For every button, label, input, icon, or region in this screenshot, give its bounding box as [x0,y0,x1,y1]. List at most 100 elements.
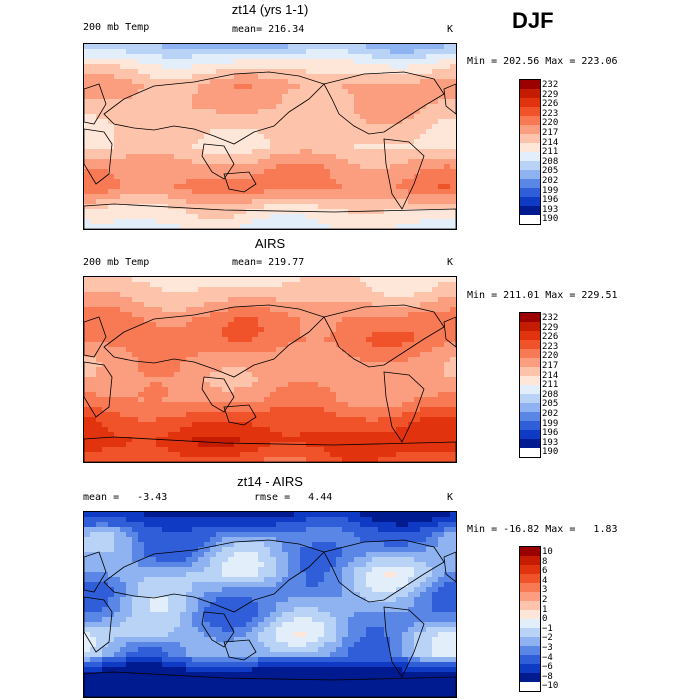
field-cell [258,437,265,443]
field-cell [414,169,421,175]
field-cell [174,287,181,293]
field-cell [300,59,307,65]
field-cell [384,512,391,518]
field-cell [432,154,439,160]
field-cell [420,342,427,348]
field-cell [330,527,337,533]
field-cell [372,427,379,433]
field-cell [156,342,163,348]
field-cell [192,422,199,428]
field-cell [390,164,397,170]
field-cell [432,292,439,298]
field-cell [336,49,343,55]
colorbar-tick-label: 193 [542,204,559,215]
field-cell [246,412,253,418]
field-cell [156,292,163,298]
field-cell [378,109,385,115]
field-cell [186,362,193,368]
field-cell [252,407,259,413]
field-cell [372,382,379,388]
field-cell [444,154,451,160]
field-cell [330,447,337,453]
field-cell [258,214,265,220]
field-cell [426,219,433,225]
field-cell [324,54,331,60]
field-cell [450,164,456,170]
field-cell [258,367,265,373]
field-cell [318,527,325,533]
field-cell [288,277,295,283]
field-cell [348,342,355,348]
field-cell [300,302,307,308]
field-cell [246,432,253,438]
field-cell [156,44,163,50]
field-cell [150,297,157,303]
field-cell [366,94,373,100]
field-cell [348,89,355,95]
field-cell [234,407,241,413]
field-cell [222,342,229,348]
field-cell [198,457,205,462]
field-cell [390,129,397,135]
field-cell [342,517,349,523]
field-cell [270,54,277,60]
field-cell [216,124,223,130]
field-cell [126,189,133,195]
field-cell [84,437,91,443]
field-cell [276,164,283,170]
field-cell [222,114,229,120]
field-cell [150,382,157,388]
field-cell [450,114,456,120]
field-cell [360,357,367,363]
field-cell [360,89,367,95]
field-cell [318,387,325,393]
panel-2-mean: mean= 219.77 [232,257,305,268]
field-cell [84,417,91,423]
field-cell [294,402,301,408]
field-cell [144,372,151,378]
field-cell [354,89,361,95]
field-cell [240,109,247,115]
field-cell [96,312,103,318]
field-cell [168,287,175,293]
field-cell [276,287,283,293]
field-cell [366,442,373,448]
field-cell [144,332,151,338]
field-cell [300,119,307,125]
field-cell [372,149,379,155]
field-cell [402,104,409,110]
field-cell [306,332,313,338]
field-cell [288,402,295,408]
field-cell [396,174,403,180]
field-cell [360,302,367,308]
field-cell [270,527,277,533]
field-cell [132,512,139,518]
field-cell [222,287,229,293]
field-cell [378,277,385,283]
field-cell [396,312,403,318]
field-cell [384,327,391,333]
field-cell [192,184,199,190]
field-cell [258,154,265,160]
field-cell [342,362,349,368]
field-cell [210,89,217,95]
field-cell [378,209,385,215]
field-cell [108,417,115,423]
field-cell [222,447,229,453]
field-cell [330,204,337,210]
field-cell [384,44,391,50]
field-cell [192,332,199,338]
colorbar-tick-label: 199 [542,185,559,196]
field-cell [264,412,271,418]
field-cell [414,104,421,110]
field-cell [252,59,259,65]
field-cell [198,427,205,433]
field-cell [228,144,235,150]
field-cell [294,144,301,150]
field-cell [108,282,115,288]
field-cell [306,159,313,165]
field-cell [300,397,307,403]
field-cell [426,397,433,403]
field-cell [216,527,223,533]
field-cell [450,532,456,538]
